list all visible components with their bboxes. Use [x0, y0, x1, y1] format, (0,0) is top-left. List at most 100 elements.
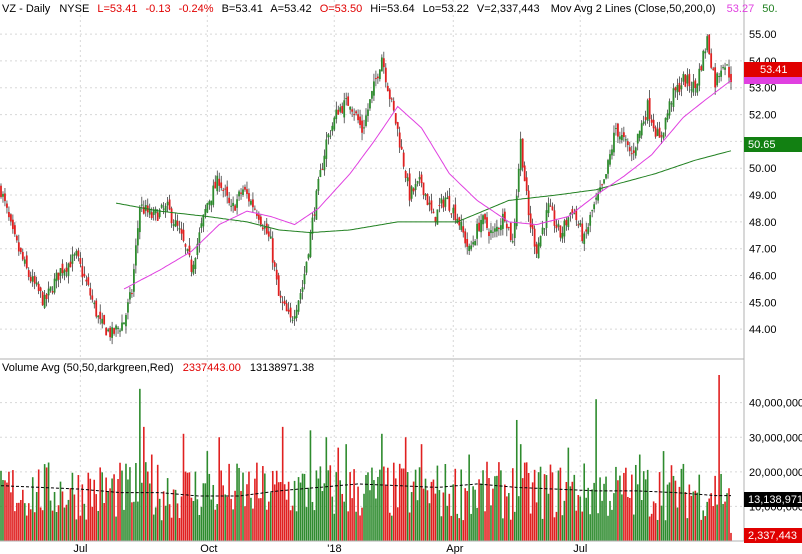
- volume-bar: [319, 466, 322, 541]
- candle-body: [261, 227, 264, 230]
- candle-body: [434, 216, 437, 222]
- volume-bar: [164, 505, 167, 541]
- volume-bar: [414, 469, 417, 541]
- volume-bar: [222, 485, 224, 541]
- volume-bar: [678, 486, 681, 541]
- candle-body: [503, 211, 506, 222]
- candle-body: [424, 194, 427, 197]
- volume-bar: [402, 468, 405, 541]
- candle-body: [474, 240, 477, 246]
- candle-body: [35, 282, 38, 285]
- volume-bar: [710, 493, 712, 541]
- candle-body: [726, 64, 728, 66]
- candle-body: [499, 225, 502, 231]
- volume-bar: [396, 507, 399, 541]
- volume-bar: [619, 475, 621, 541]
- candle-body: [2, 193, 4, 197]
- candle-body: [117, 327, 119, 330]
- volume-bar: [672, 475, 675, 541]
- candle-body: [440, 198, 443, 204]
- candle-body: [591, 210, 594, 212]
- volume-bar: [484, 511, 486, 541]
- candle-body: [25, 255, 28, 269]
- volume-bar: [137, 501, 139, 541]
- volume-bar: [220, 470, 222, 541]
- volume-bar: [577, 495, 580, 541]
- candle-body: [432, 211, 435, 214]
- candle-body: [656, 129, 659, 136]
- candle-body: [144, 205, 147, 211]
- candle-body: [490, 230, 492, 234]
- candle-body: [694, 80, 697, 89]
- volume-bar: [273, 484, 276, 541]
- volume-tick-label: 20,000,000: [749, 467, 802, 479]
- candle-body: [75, 251, 78, 256]
- volume-bar: [498, 462, 500, 541]
- candle-body: [259, 216, 262, 225]
- volume-bar: [67, 499, 70, 541]
- volume-bar: [390, 515, 393, 541]
- volume-bar: [139, 388, 141, 541]
- volume-bar: [361, 507, 363, 541]
- candle-body: [666, 113, 669, 120]
- volume-bar: [172, 489, 175, 541]
- volume-bar: [174, 489, 177, 541]
- volume-bar: [541, 518, 544, 541]
- volume-bar: [351, 498, 353, 541]
- volume-bar: [468, 454, 470, 541]
- price-legend: VZ - Daily NYSE L=53.41 -0.13 -0.24% B=5…: [2, 3, 778, 15]
- volume-bar: [4, 480, 6, 541]
- legend-ma-label: Mov Avg 2 Lines (Close,50,200,0): [551, 3, 716, 15]
- candle-body: [335, 109, 338, 120]
- volume-bar: [152, 514, 155, 541]
- candle-body: [367, 109, 369, 116]
- volume-bar: [311, 501, 314, 541]
- volume-bar: [91, 506, 94, 541]
- volume-bar: [267, 501, 270, 541]
- volume-bar: [587, 487, 589, 541]
- volume-bar: [712, 505, 714, 541]
- volume-bar: [680, 468, 683, 541]
- candle-body: [4, 193, 6, 202]
- candle-body: [319, 169, 322, 178]
- candle-body: [446, 197, 449, 200]
- candle-body: [680, 85, 683, 90]
- volume-bar: [629, 497, 631, 541]
- volume-bar: [708, 498, 710, 541]
- candle-body: [494, 228, 496, 232]
- volume-legend-value: 2337443.00: [183, 362, 241, 374]
- volume-bar: [682, 463, 685, 541]
- volume-bar: [341, 493, 343, 541]
- candle-body: [208, 201, 211, 205]
- candle-body: [81, 265, 84, 278]
- volume-bar: [704, 516, 707, 541]
- volume-bar: [349, 472, 351, 541]
- volume-bar: [644, 479, 647, 541]
- volume-bar: [412, 481, 415, 541]
- candle-body: [230, 205, 233, 207]
- volume-bar: [652, 501, 655, 541]
- volume-bar: [416, 500, 419, 541]
- volume-bar: [305, 507, 308, 541]
- volume-bar: [198, 515, 201, 541]
- candle-body: [33, 276, 36, 284]
- candle-body: [333, 117, 336, 130]
- price-tick-label: 47.00: [749, 244, 777, 256]
- volume-bar: [212, 484, 215, 541]
- volume-bar: [240, 490, 242, 541]
- volume-avg-badge: [744, 492, 802, 507]
- candle-body: [593, 204, 596, 210]
- volume-bar: [12, 470, 14, 541]
- volume-last-badge: [744, 528, 802, 543]
- volume-bar: [121, 470, 123, 541]
- volume-bar: [277, 482, 280, 541]
- volume-bar: [575, 510, 578, 541]
- volume-bar: [168, 504, 171, 541]
- volume-bar: [724, 501, 726, 541]
- volume-bar: [6, 482, 8, 541]
- candle-body: [198, 232, 201, 245]
- candle-body: [77, 250, 80, 257]
- volume-bar: [170, 517, 173, 541]
- volume-tick-label: 30,000,000: [749, 432, 802, 444]
- volume-avg-badge-text: 13,138,971: [748, 494, 802, 506]
